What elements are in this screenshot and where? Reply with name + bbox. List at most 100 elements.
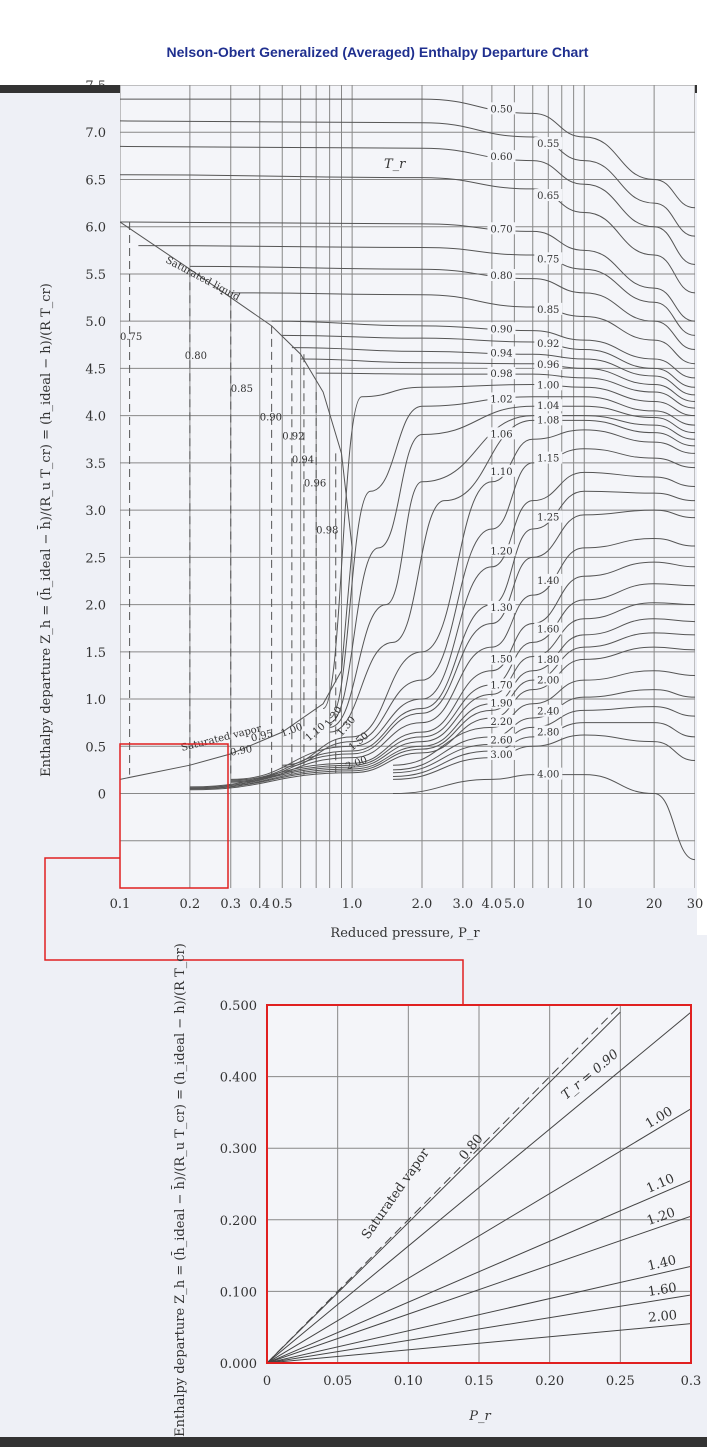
tr-curve-label: 0.65	[537, 191, 559, 202]
tr-curve-label: 1.15	[537, 454, 559, 465]
tr-curve-label: 1.06	[490, 429, 512, 440]
inset-x-tick-label: 0.10	[394, 1374, 423, 1389]
liquid-region-label: 0.98	[316, 526, 338, 537]
inset-tr-line	[267, 1011, 621, 1363]
liquid-region-label: 0.80	[185, 351, 207, 362]
zoom-connector	[44, 857, 464, 1005]
tr-label-background	[487, 652, 516, 665]
tr-label-background	[487, 678, 516, 691]
tr-curve-label: 2.60	[490, 735, 512, 746]
tr-symbol: T_r	[384, 157, 406, 172]
tr-curve-label: 1.50	[490, 655, 512, 666]
main-y-tick-label: 4.0	[85, 410, 106, 425]
inset-y-tick-label: 0.200	[220, 1214, 257, 1229]
tr-curve-label: 0.80	[490, 271, 512, 282]
tr-curve	[329, 415, 695, 728]
liquid-region-label: 0.85	[231, 384, 253, 395]
tr-curve-label: 0.96	[537, 360, 559, 371]
inset-x-tick-label: 0.05	[323, 1374, 352, 1389]
tr-curve-label: 1.20	[490, 546, 512, 557]
tr-curve	[120, 120, 695, 237]
main-x-tick-label: 30	[687, 897, 704, 912]
tr-curve-label: 1.90	[490, 698, 512, 709]
tr-label-background	[534, 652, 563, 665]
liquid-region-label: 0.96	[304, 479, 326, 490]
tr-label-background	[534, 725, 563, 738]
tr-curve-label: 0.94	[490, 348, 512, 359]
inset-tr-line	[267, 1011, 691, 1363]
main-y-tick-label: 2.5	[85, 551, 106, 566]
inset-tr-line	[267, 1108, 691, 1363]
tr-curve	[230, 471, 695, 780]
tr-label-background	[534, 337, 563, 350]
tr-label-background	[487, 696, 516, 709]
main-x-tick-label: 1.0	[342, 897, 363, 912]
tr-curve	[120, 221, 695, 322]
main-y-tick-label: 5.0	[85, 315, 106, 330]
tr-label-background	[487, 102, 516, 115]
tr-curve-label: 1.10	[490, 467, 512, 478]
tr-curve-label: 2.80	[537, 728, 559, 739]
main-x-tick-label: 10	[576, 897, 593, 912]
tr-curve-label: 0.85	[537, 305, 559, 316]
tr-curve-label: 1.60	[537, 625, 559, 636]
tr-curve-label: 0.90	[490, 324, 512, 335]
tr-curve-label: 1.30	[490, 603, 512, 614]
main-x-tick-label: 0.4	[249, 897, 270, 912]
zoom-region-box	[119, 743, 229, 889]
main-x-tick-label: 0.2	[180, 897, 201, 912]
tr-curve	[392, 706, 695, 774]
tr-curve-label: 0.50	[490, 104, 512, 115]
main-y-tick-label: 6.5	[85, 173, 106, 188]
main-y-tick-label: 4.5	[85, 362, 106, 377]
tr-curve-label: 1.08	[537, 415, 559, 426]
tr-curve-label: 0.75	[537, 254, 559, 265]
tr-curve	[230, 537, 695, 783]
inset-x-tick-label: 0	[263, 1374, 271, 1389]
liquid-region-label: 0.90	[260, 412, 282, 423]
main-plot-area	[120, 85, 695, 888]
tr-label-background	[487, 600, 516, 613]
tr-curve	[282, 429, 695, 766]
inset-y-tick-label: 0.500	[220, 999, 257, 1014]
tr-curve	[189, 632, 695, 790]
tr-label-background	[487, 322, 516, 335]
main-x-tick-label: 2.0	[412, 897, 433, 912]
tr-curve-label: 2.00	[537, 675, 559, 686]
inset-frame	[266, 1004, 692, 1364]
tr-label-background	[534, 137, 563, 150]
tr-label-background	[487, 392, 516, 405]
tr-curve	[329, 419, 695, 733]
tr-curve	[271, 320, 695, 379]
inset-tr-label: 1.40	[646, 1253, 678, 1274]
tr-curve	[230, 509, 695, 782]
tr-curve	[291, 347, 695, 396]
inset-tr-line	[267, 1265, 691, 1363]
tr-label-background	[534, 510, 563, 523]
tr-curve-label: 1.25	[537, 513, 559, 524]
vapor-region-label: 0.95	[250, 728, 274, 744]
tr-label-background	[487, 268, 516, 281]
tr-curve-label: 0.60	[490, 152, 512, 163]
inset-tr-line	[267, 1323, 691, 1363]
main-x-tick-label: 0.1	[110, 897, 131, 912]
tr-label-background	[487, 733, 516, 746]
main-x-tick-label: 4.0	[482, 897, 503, 912]
main-y-tick-label: 1.5	[85, 646, 106, 661]
main-y-tick-label: 6.0	[85, 221, 106, 236]
tr-curve-label: 3.00	[490, 750, 512, 761]
inset-axis-ticks: 0 0.05 0.10 0.15 0.20 0.25 0.3 0.000 0.100 0.200 0…	[220, 999, 702, 1389]
inset-x-tick-label: 0.25	[606, 1374, 635, 1389]
tr-curve	[329, 405, 695, 724]
inset-tr-line	[267, 1294, 691, 1363]
main-y-tick-label: 3.0	[85, 504, 106, 519]
main-y-tick-label: 7.0	[85, 126, 106, 141]
tr-label-background	[534, 358, 563, 371]
tr-curve-label: 0.70	[490, 224, 512, 235]
tr-label-background	[534, 673, 563, 686]
tr-label-background	[534, 704, 563, 717]
main-x-tick-label: 0.5	[272, 897, 293, 912]
liquid-region-label: 0.92	[282, 431, 304, 442]
tr-label-background	[487, 222, 516, 235]
tr-curve	[189, 602, 695, 789]
